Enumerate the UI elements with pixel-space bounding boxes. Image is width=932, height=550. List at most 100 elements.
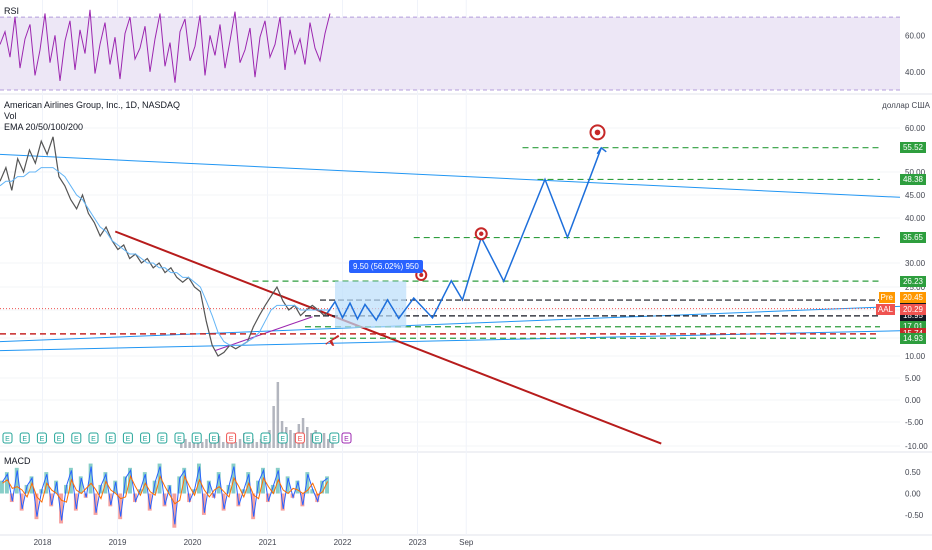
price-tick-label: 0.00 xyxy=(905,396,921,405)
earnings-marker-label: E xyxy=(160,436,165,443)
volume-bar xyxy=(188,442,191,448)
macd-histogram-bar xyxy=(78,476,83,494)
airplane-icon xyxy=(325,334,340,346)
earnings-marker-icon xyxy=(157,432,168,444)
volume-bar xyxy=(217,436,221,448)
rsi-pane xyxy=(0,9,900,91)
time-tick-label: 2022 xyxy=(334,538,352,547)
earnings-marker-label: E xyxy=(332,436,337,443)
earnings-marker-label: E xyxy=(40,436,45,443)
measure-label[interactable]: 9.50 (56.02%) 950 xyxy=(349,260,423,273)
macd-histogram-bar xyxy=(54,480,59,494)
macd-histogram-bar xyxy=(295,480,300,494)
volume-bar xyxy=(180,442,183,448)
volume-bar xyxy=(276,382,280,448)
price-tick-label: 30.00 xyxy=(905,259,926,268)
mid-trend-line xyxy=(0,305,901,343)
long-term-trend-line xyxy=(0,153,901,198)
volume-bar xyxy=(327,439,330,448)
level-badge: 35.65 xyxy=(899,232,926,244)
level-badge: 48.38 xyxy=(899,173,926,185)
earnings-marker-icon xyxy=(191,432,202,444)
earnings-marker-label: E xyxy=(57,436,62,443)
earnings-marker-label: E xyxy=(315,436,320,443)
earnings-marker-icon xyxy=(329,432,340,444)
volume-bar xyxy=(272,406,275,448)
price-tick-label: 5.00 xyxy=(905,374,921,383)
descending-trend-line xyxy=(114,230,662,445)
earnings-marker-icon xyxy=(105,432,116,444)
earnings-marker-icon xyxy=(2,432,13,444)
macd-histogram-bar xyxy=(44,472,49,494)
earnings-marker-label: E xyxy=(126,436,131,443)
price-tick-label: 45.00 xyxy=(905,191,926,200)
rsi-legend: RSI xyxy=(4,6,20,16)
earnings-marker-label: E xyxy=(298,436,303,443)
price-tick-label: 60.00 xyxy=(905,124,926,133)
time-tick-label: 2021 xyxy=(259,538,277,547)
volume-bar xyxy=(293,433,296,448)
macd-histogram-bar xyxy=(14,467,19,494)
macd-line xyxy=(2,466,328,525)
ema-line xyxy=(0,167,330,346)
volume-bar xyxy=(205,439,208,448)
earnings-upcoming-icon xyxy=(341,432,352,444)
macd-legend[interactable]: MACD xyxy=(4,456,31,466)
earnings-marker-label: E xyxy=(5,436,10,443)
earnings-marker-icon xyxy=(122,432,133,444)
price-tick-label: 40.00 xyxy=(905,214,926,223)
earnings-marker-label: E xyxy=(143,436,148,443)
time-tick-label: 2018 xyxy=(34,538,52,547)
volume-bar xyxy=(251,439,254,448)
macd-histogram-bar xyxy=(4,472,9,494)
volume-bar xyxy=(184,439,187,448)
price-tick-label: -5.00 xyxy=(905,418,924,427)
macd-histogram-bar xyxy=(305,472,310,494)
level-badge: 17.01 xyxy=(899,321,926,333)
earnings-marker-label: E xyxy=(229,436,234,443)
aal-price: 20.29 xyxy=(899,304,926,315)
time-tick-label: 2019 xyxy=(109,538,127,547)
earnings-marker-label: E xyxy=(22,436,27,443)
volume-bar xyxy=(306,427,309,448)
macd-histogram-bar xyxy=(270,484,275,494)
level-badge: 18.95 xyxy=(899,310,926,322)
projection-arrow-head xyxy=(596,146,607,155)
earnings-marker-label: E xyxy=(246,436,251,443)
ema-legend[interactable]: EMA 20/50/100/200 xyxy=(4,122,84,132)
earnings-marker-icon xyxy=(243,432,254,444)
macd-histogram-bar xyxy=(34,493,39,520)
measure-box xyxy=(335,281,407,328)
target-marker-center xyxy=(419,273,424,277)
macd-histogram-bar xyxy=(251,493,256,520)
volume-bar xyxy=(289,430,292,448)
earnings-marker-icon xyxy=(277,432,288,444)
macd-histogram-bar xyxy=(246,472,251,494)
earnings-marker-label: E xyxy=(280,436,285,443)
pre-market-price: 20.45 xyxy=(899,292,926,303)
vol-legend[interactable]: Vol xyxy=(4,111,17,121)
price-line xyxy=(0,136,331,357)
volume-bar xyxy=(238,439,242,448)
macd-histogram-bar xyxy=(172,493,177,528)
macd-histogram-bar xyxy=(216,472,221,494)
earnings-marker-icon xyxy=(36,432,47,444)
level-badge: 14.93 xyxy=(899,332,926,344)
time-tick-label: 2020 xyxy=(184,538,202,547)
currency-label: доллар США xyxy=(882,101,930,110)
rsi-tick-label: 60.00 xyxy=(905,31,926,40)
macd-tick-label: 0.00 xyxy=(905,490,921,499)
price-pane xyxy=(0,124,901,445)
rsi-line xyxy=(0,9,331,83)
earnings-marker-icon xyxy=(19,432,30,444)
macd-histogram-bar xyxy=(113,480,118,494)
macd-histogram-bar xyxy=(142,472,147,494)
symbol-legend[interactable]: American Airlines Group, Inc., 1D, NASDA… xyxy=(4,100,181,110)
macd-histogram-bar xyxy=(0,480,4,494)
earnings-marker-icon xyxy=(260,432,271,444)
signal-line xyxy=(2,474,328,505)
macd-histogram-bar xyxy=(320,480,325,494)
volume-bar xyxy=(201,442,204,448)
